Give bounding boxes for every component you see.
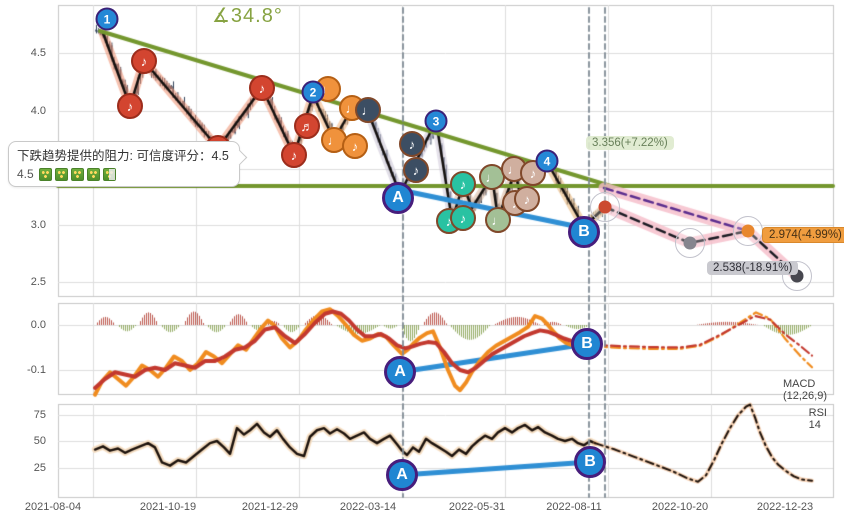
x-axis-tick: 2022-10-20 (651, 501, 709, 513)
note-marker[interactable]: ♪ (450, 205, 476, 231)
macd-point-marker-A[interactable]: A (384, 356, 416, 388)
point-marker-B[interactable]: B (568, 216, 600, 248)
x-axis-tick: 2022-03-14 (339, 501, 397, 513)
y-axis-tick: 3.0 (30, 219, 46, 231)
forecast-node[interactable] (598, 200, 612, 214)
note-marker[interactable]: ♪ (403, 157, 429, 183)
note-marker[interactable]: ♪ (281, 142, 307, 168)
note-marker[interactable]: ♪ (514, 186, 540, 212)
y-axis-tick: 0.0 (30, 319, 46, 331)
macd-panel-label: MACD (12,26,9) (782, 378, 827, 402)
x-axis-tick: 2022-05-31 (448, 501, 506, 513)
note-marker[interactable]: ♬ (294, 113, 320, 139)
x-axis-tick: 2022-12-23 (756, 501, 814, 513)
x-axis-tick: 2021-12-29 (241, 501, 299, 513)
forecast-price-label: 2.974(-4.99%) (762, 227, 844, 243)
rating-star-icon (102, 167, 116, 181)
confidence-rating: 4.5 (17, 167, 229, 181)
forecast-price-label: 2.538(-18.91%) (707, 261, 799, 275)
y-axis-tick: -0.1 (27, 364, 46, 376)
wave-marker-1[interactable]: 1 (95, 7, 119, 31)
y-axis-tick: 4.0 (30, 105, 46, 117)
y-axis-tick: 4.5 (30, 47, 46, 59)
rsi-panel-label: RSI 14 (808, 407, 827, 431)
point-marker-A[interactable]: A (382, 182, 414, 214)
rating-star-icon (70, 167, 84, 181)
note-marker[interactable]: ♪ (131, 48, 157, 74)
wave-marker-3[interactable]: 3 (424, 109, 448, 133)
rsi-point-marker-B[interactable]: B (574, 446, 606, 478)
note-marker[interactable]: ♪ (399, 131, 425, 157)
forecast-price-label: 3.356(+7.22%) (586, 136, 674, 150)
tooltip-text: 下跌趋势提供的阻力: 可信度评分：4.5 (17, 149, 229, 163)
wave-marker-4[interactable]: 4 (535, 149, 559, 173)
note-marker[interactable]: ♪ (117, 93, 143, 119)
note-marker[interactable]: ♩ (355, 97, 381, 123)
note-marker[interactable]: ♪ (450, 171, 476, 197)
rating-value: 4.5 (17, 167, 34, 181)
y-axis-tick: 25 (33, 462, 46, 474)
y-axis-tick: 2.5 (30, 276, 46, 288)
x-axis-tick: 2021-10-19 (139, 501, 197, 513)
forecast-node[interactable] (683, 236, 697, 250)
rating-star-icon (54, 167, 68, 181)
wave-marker-2[interactable]: 2 (301, 80, 325, 104)
note-marker[interactable]: ♪ (249, 75, 275, 101)
rating-star-icon (38, 167, 52, 181)
x-axis-tick: 2022-08-11 (546, 501, 602, 513)
macd-point-marker-B[interactable]: B (571, 328, 603, 360)
trend-tooltip: 下跌趋势提供的阻力: 可信度评分：4.5 4.5 (8, 141, 248, 187)
y-axis-tick: 75 (33, 409, 46, 421)
note-marker[interactable]: ♩ (485, 207, 511, 233)
rating-icons (38, 167, 119, 181)
y-axis-tick: 50 (33, 435, 46, 447)
note-marker[interactable]: ♪ (342, 133, 368, 159)
rsi-point-marker-A[interactable]: A (386, 459, 418, 491)
trend-angle-label: ∡34.8° (212, 5, 283, 27)
forecast-node[interactable] (741, 224, 755, 238)
x-axis-tick: 2021-08-04 (24, 501, 82, 513)
rating-star-icon (86, 167, 100, 181)
note-marker[interactable]: ♩ (479, 164, 505, 190)
